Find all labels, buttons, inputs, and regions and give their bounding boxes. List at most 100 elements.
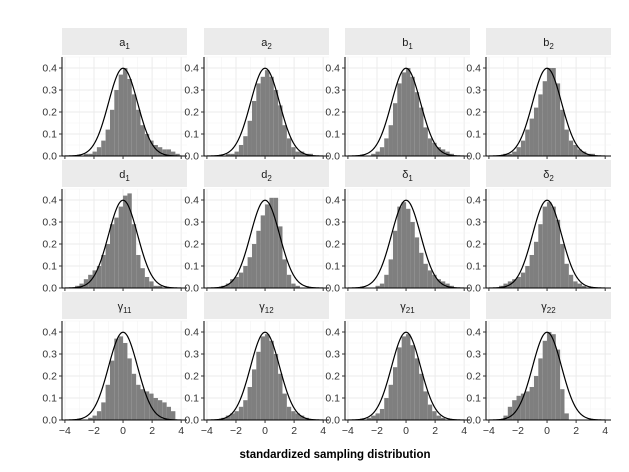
histogram-bar — [503, 415, 508, 420]
strip-label-subscript: 2 — [549, 42, 554, 51]
histogram-bar — [260, 76, 266, 156]
histogram-bar — [278, 373, 283, 420]
strip-label-symbol: a — [119, 37, 126, 49]
histogram-bar — [410, 222, 415, 288]
y-tick-label: 0.4 — [42, 327, 57, 339]
x-tick-label: 2 — [149, 425, 155, 437]
histogram-bar — [96, 266, 102, 288]
histogram-bar — [520, 393, 526, 420]
y-tick-label: 0.2 — [466, 371, 481, 383]
histogram-bar — [564, 413, 569, 420]
histogram-bar — [520, 272, 526, 288]
panel-strip-label: γ22 — [541, 301, 556, 315]
strip-label-subscript: 11 — [123, 306, 132, 315]
histogram-bar — [525, 129, 530, 156]
panel: δ2 0.0 0.1 0.2 0.3 0.4 — [466, 160, 611, 295]
histogram-bar — [171, 411, 176, 420]
histogram-bar — [234, 277, 239, 288]
histogram-bar — [114, 217, 119, 288]
histogram-bar — [401, 72, 407, 156]
x-tick-label: −4 — [59, 425, 71, 437]
histogram-bar — [269, 76, 274, 156]
histogram-bar — [564, 129, 569, 156]
histogram-bar — [410, 76, 415, 156]
histogram-bar — [162, 402, 167, 420]
histogram-bar — [92, 151, 97, 156]
histogram-bar — [140, 125, 145, 156]
histogram-bar — [392, 230, 398, 288]
panel-strip — [204, 292, 329, 319]
histogram-bar — [419, 373, 424, 420]
histogram-bar — [278, 226, 283, 288]
y-tick-label: 0.0 — [42, 415, 57, 427]
y-tick-label: 0.2 — [325, 239, 340, 251]
histogram-bar — [516, 147, 521, 156]
y-tick-label: 0.3 — [42, 85, 57, 97]
y-tick-label: 0.1 — [466, 261, 481, 273]
panel-strip-label: b1 — [402, 37, 413, 51]
histogram-bar — [401, 202, 407, 288]
normal-density-curve — [206, 67, 324, 157]
histogram-bar — [265, 70, 270, 156]
histogram-bar — [256, 83, 261, 156]
histogram-bar — [551, 334, 556, 420]
histogram-bar — [286, 274, 292, 288]
x-tick-label: 4 — [320, 425, 326, 437]
histogram-bar — [225, 415, 231, 420]
histogram-bar — [286, 406, 292, 420]
histogram-bar — [560, 244, 565, 288]
histogram-bar — [282, 393, 287, 420]
normal-density-curve — [206, 331, 324, 421]
strip-label-symbol: γ — [400, 301, 406, 313]
histogram-bar — [278, 105, 283, 156]
x-tick-label: 4 — [178, 425, 184, 437]
histogram-bar — [291, 411, 296, 420]
normal-density-curve — [206, 199, 324, 289]
y-tick-label: 0.1 — [325, 261, 340, 273]
histogram-bar — [83, 279, 89, 288]
strip-label-symbol: b — [543, 37, 549, 49]
histogram-bar — [568, 140, 574, 156]
strip-label-symbol: b — [402, 37, 408, 49]
histogram-bar — [105, 244, 110, 288]
histogram-bar — [573, 281, 578, 288]
y-tick-label: 0.0 — [325, 151, 340, 163]
histogram-bar — [555, 219, 561, 288]
panel-strip-label: a2 — [261, 37, 272, 51]
x-tick-label: 2 — [291, 425, 297, 437]
histogram-bar — [516, 277, 521, 288]
histogram-bar — [105, 129, 110, 156]
histogram-bar — [414, 237, 420, 288]
histogram-bar — [273, 90, 279, 156]
normal-density-curve — [64, 331, 182, 421]
histogram-bar — [282, 259, 287, 288]
y-tick-label: 0.1 — [184, 261, 199, 273]
panel-strip — [62, 28, 187, 55]
y-tick-label: 0.2 — [42, 239, 57, 251]
histogram-bar — [507, 406, 513, 420]
y-tick-label: 0.0 — [325, 415, 340, 427]
panel-strip — [62, 292, 187, 319]
histogram-bar — [123, 68, 128, 156]
y-tick-label: 0.3 — [184, 217, 199, 229]
histogram-bar — [568, 274, 574, 288]
histogram-bar — [157, 400, 163, 420]
histogram-bar — [149, 140, 154, 156]
histogram-bar — [127, 358, 132, 420]
histogram-bar — [157, 147, 163, 156]
histogram-bar — [123, 343, 128, 420]
histogram-bar — [432, 274, 437, 288]
panel: b2 0.0 0.1 0.2 0.3 0.4 — [466, 28, 611, 163]
y-tick-label: 0.2 — [184, 107, 199, 119]
histogram-bar — [436, 147, 441, 156]
histogram-bar — [512, 151, 517, 156]
histogram-bar — [414, 358, 420, 420]
histogram-bar — [234, 411, 239, 420]
panel-strip — [345, 28, 470, 55]
normal-density-curve — [347, 67, 465, 157]
y-tick-label: 0.3 — [466, 349, 481, 361]
histogram-bar — [118, 206, 124, 288]
histogram-bar — [136, 109, 141, 156]
x-tick-label: −4 — [201, 425, 213, 437]
